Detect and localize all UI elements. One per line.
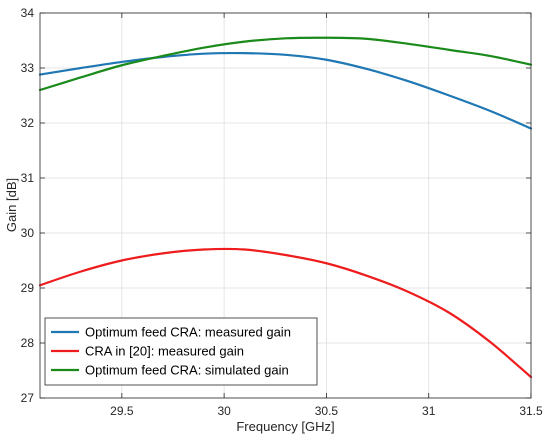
x-tick-label: 29.5: [110, 404, 134, 418]
y-tick-label: 30: [21, 226, 35, 240]
series-measured-gain-optimum-feed: [38, 51, 533, 130]
y-tick-label: 28: [21, 336, 35, 350]
x-tick-label: 31.5: [519, 404, 543, 418]
y-tick-label: 34: [21, 6, 35, 20]
series-simulated-gain-optimum-feed: [38, 36, 533, 92]
legend-entry: CRA in [20]: measured gain: [85, 344, 244, 359]
legend: Optimum feed CRA: measured gain CRA in [2…: [44, 317, 318, 386]
y-axis-label: Gain [dB]: [4, 178, 19, 232]
x-tick-label: 30: [217, 404, 231, 418]
x-axis-label: Frequency [GHz]: [236, 419, 334, 434]
y-tick-label: 29: [21, 281, 35, 295]
grid-lines: [40, 12, 532, 399]
legend-entry: Optimum feed CRA: simulated gain: [85, 363, 289, 378]
legend-entry: Optimum feed CRA: measured gain: [85, 325, 291, 340]
y-tick-label: 31: [21, 171, 35, 185]
y-tick-label: 32: [21, 116, 35, 130]
x-tick-label: 30.5: [315, 404, 339, 418]
axis-ticks: 29.5 30 30.5 31 31.5 27 28 29 30 31 32 33 34: [21, 6, 543, 418]
series-measured-gain-cra-ref20: [38, 247, 533, 379]
y-tick-label: 33: [21, 61, 35, 75]
plot-frame: [39, 12, 532, 399]
y-tick-label: 27: [21, 391, 35, 405]
x-tick-label: 31: [422, 404, 436, 418]
series-lines: [38, 36, 533, 379]
legend-box: [44, 317, 318, 386]
